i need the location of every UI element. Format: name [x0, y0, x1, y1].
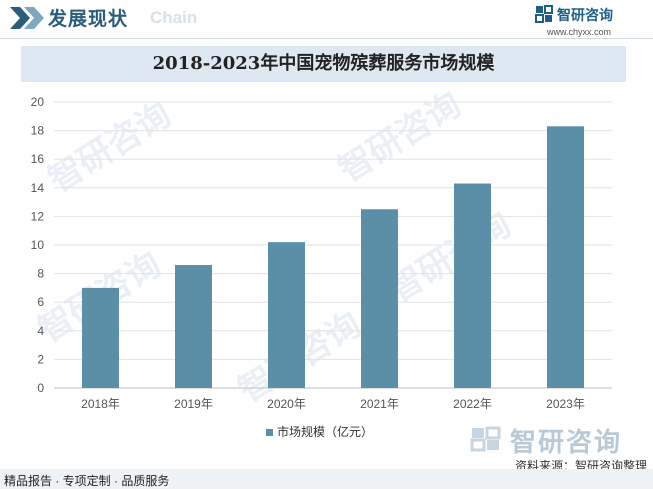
- legend-swatch: [266, 429, 273, 437]
- y-tick-label: 0: [37, 381, 44, 395]
- header-bar: 发展现状 Chain 智研咨询 www.chyxx.com: [0, 0, 653, 39]
- brand-url: www.chyxx.com: [547, 27, 612, 37]
- y-tick-label: 18: [31, 124, 45, 138]
- y-tick-label: 10: [31, 238, 45, 252]
- y-tick-label: 8: [37, 267, 44, 281]
- x-tick-label: 2019年: [174, 397, 213, 411]
- bar: [175, 265, 212, 388]
- chart-legend: 市场规模（亿元）: [266, 423, 373, 440]
- bar: [547, 126, 584, 388]
- footer-tagline: 精品报告 · 专项定制 · 品质服务: [4, 474, 170, 488]
- x-tick-label: 2023年: [546, 397, 585, 411]
- bar-chart: 0 2 4 6 8 10 12 14 16 18 20 2018年 2019年 2020年 2021年 202…: [31, 95, 612, 411]
- y-tick-label: 4: [37, 324, 44, 338]
- brand-logo-icon: [470, 426, 501, 452]
- y-tick-label: 6: [37, 295, 44, 309]
- legend-label: 市场规模（亿元）: [277, 425, 374, 439]
- x-tick-label: 2022年: [453, 397, 492, 411]
- double-chevron-icon: [10, 7, 44, 29]
- header-divider: [0, 38, 653, 39]
- bar: [454, 183, 491, 388]
- y-tick-label: 14: [31, 181, 45, 195]
- brand-name: 智研咨询: [557, 7, 613, 23]
- chart-title-band: 2018-2023年中国宠物殡葬服务市场规模: [21, 46, 626, 82]
- brand: 智研咨询 www.chyxx.com: [535, 3, 645, 39]
- x-tick-label: 2020年: [267, 397, 306, 411]
- x-tick-label: 2018年: [81, 397, 120, 411]
- y-tick-label: 16: [31, 152, 45, 166]
- y-tick-label: 12: [31, 209, 45, 223]
- chart-title: 2018-2023年中国宠物殡葬服务市场规模: [152, 53, 495, 74]
- brand-logo-icon: [535, 5, 553, 23]
- footer-band: [0, 469, 653, 489]
- y-tick-label: 2: [37, 352, 44, 366]
- watermark-brand: 智研咨询: [510, 427, 623, 457]
- section-subtitle: Chain: [150, 8, 198, 27]
- y-tick-label: 20: [31, 95, 45, 109]
- bar: [361, 209, 398, 388]
- x-tick-label: 2021年: [360, 397, 399, 411]
- bar: [82, 287, 119, 388]
- section-title: 发展现状: [48, 9, 129, 30]
- bar: [268, 242, 305, 388]
